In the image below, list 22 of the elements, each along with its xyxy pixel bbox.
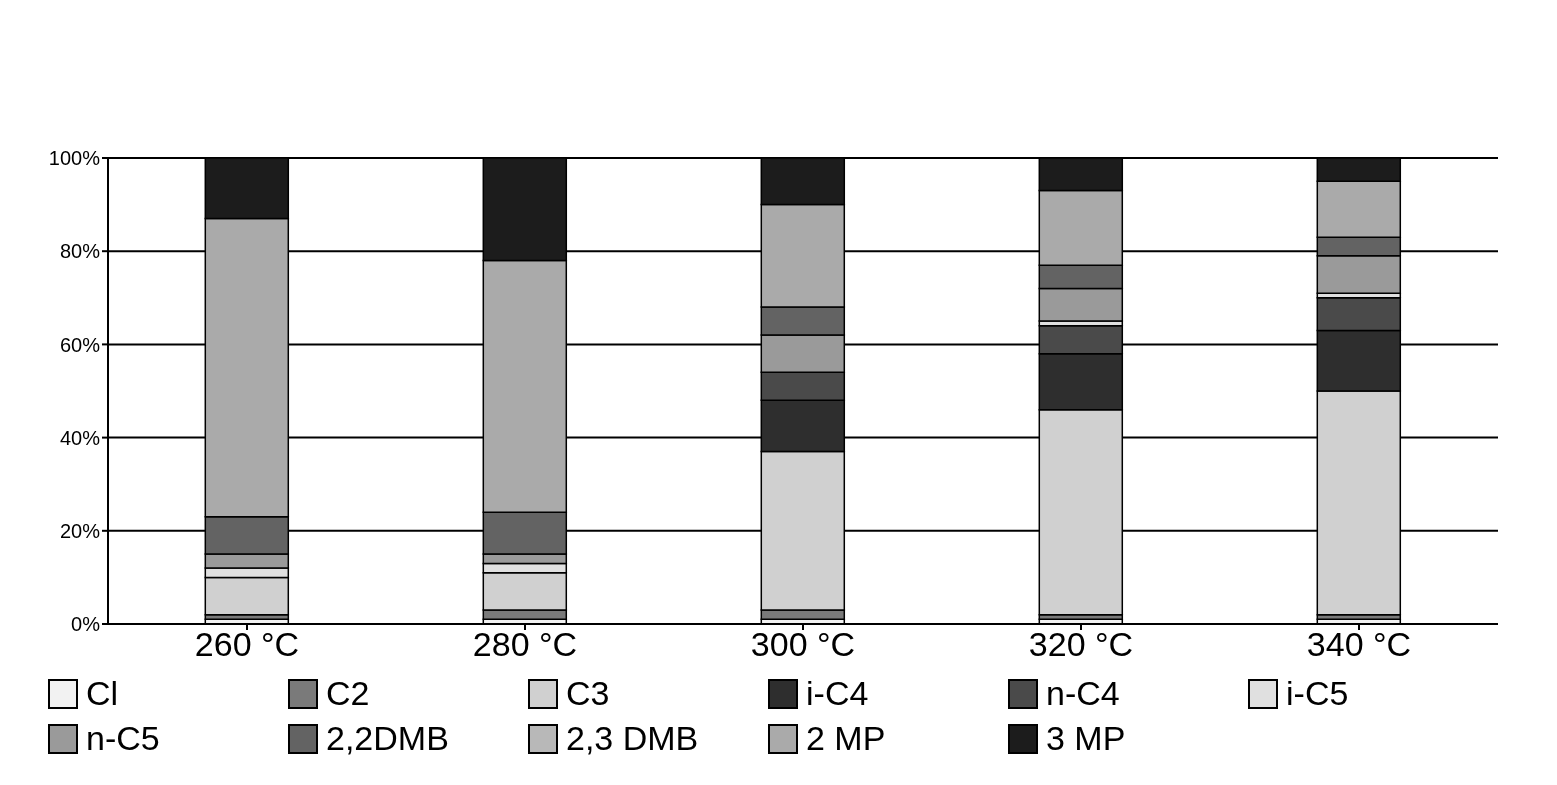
x-tick-label: 260 °C bbox=[194, 625, 300, 664]
x-tick-label: 320 °C bbox=[1028, 625, 1134, 664]
x-tick-label: 300 °C bbox=[750, 625, 856, 664]
y-tick-label: 40% bbox=[59, 426, 101, 449]
legend-label: i-C5 bbox=[1286, 674, 1349, 713]
legend-label: n-C4 bbox=[1046, 674, 1120, 713]
legend-label: 3 MP bbox=[1046, 719, 1126, 758]
legend-label: C3 bbox=[566, 674, 610, 713]
y-tick-label: 60% bbox=[59, 333, 101, 356]
x-tick-label: 340 °C bbox=[1306, 625, 1412, 664]
y-tick-label: 100% bbox=[48, 147, 101, 170]
x-tick-label: 280 °C bbox=[472, 625, 578, 664]
y-tick-label: 20% bbox=[59, 519, 101, 542]
legend-label: i-C4 bbox=[806, 674, 869, 713]
legend-label: 2,3 DMB bbox=[566, 719, 699, 758]
y-tick-label: 0% bbox=[71, 613, 101, 636]
legend-label: C2 bbox=[326, 674, 370, 713]
legend-label: 2 MP bbox=[806, 719, 886, 758]
legend-label: 2,2DMB bbox=[326, 719, 449, 758]
legend-label: n-C5 bbox=[86, 719, 160, 758]
legend-label: Cl bbox=[86, 674, 119, 713]
y-tick-label: 80% bbox=[59, 240, 101, 263]
